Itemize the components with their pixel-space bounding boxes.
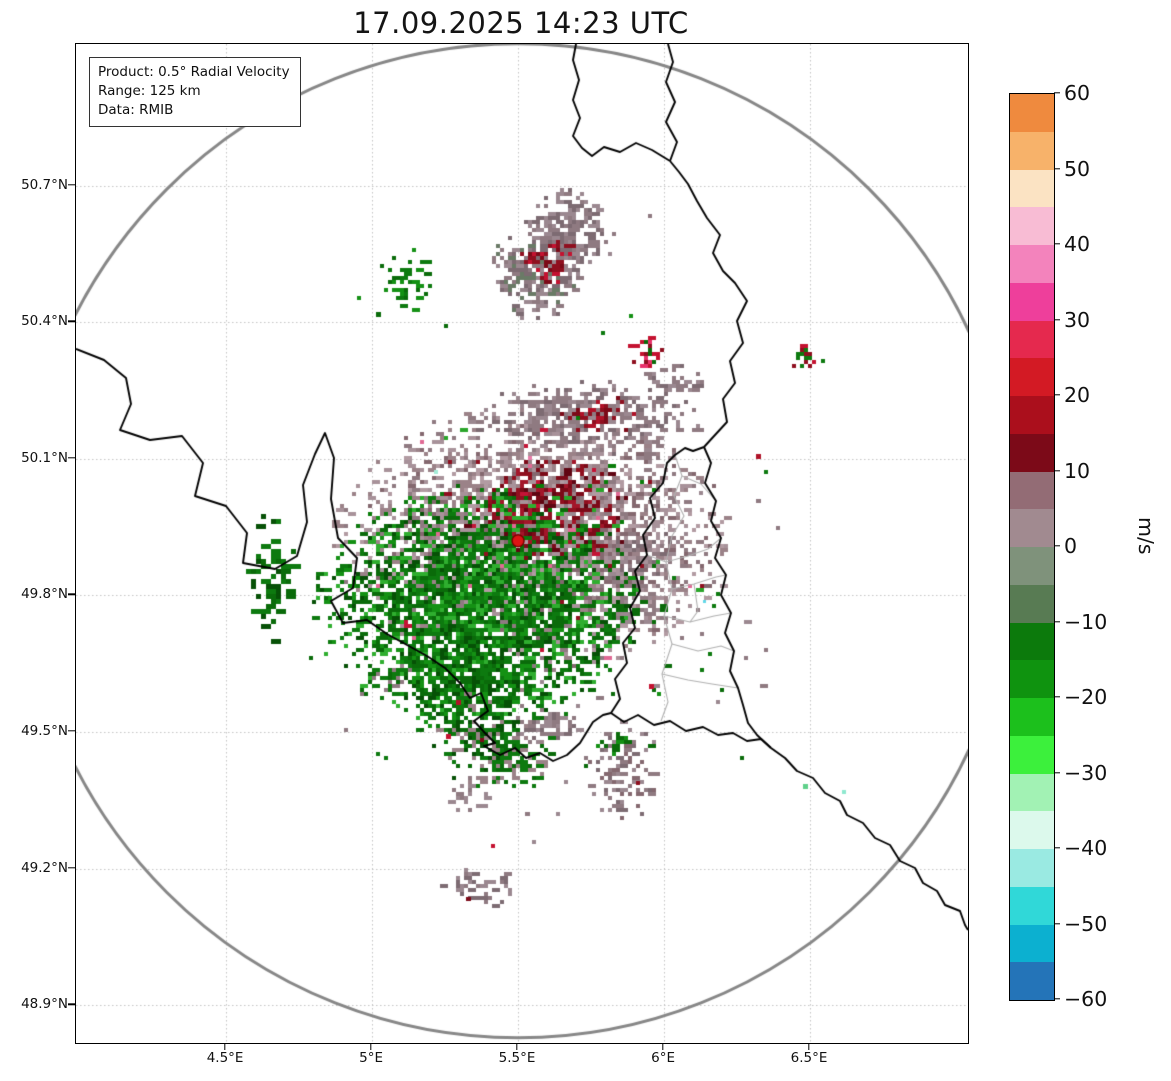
colorbar-tick-mark [1054,771,1060,774]
colorbar-segment [1010,358,1054,396]
x-tick-label: 6°E [651,1050,675,1066]
colorbar-segment [1010,735,1054,774]
y-tick-label: 48.9°N [21,996,68,1013]
colorbar-tick-mark [1054,167,1060,170]
y-tick-mark [68,183,75,186]
x-tick-mark [224,1043,226,1050]
y-tick-mark [68,593,75,596]
colorbar-segment [1010,886,1054,925]
colorbar-tick-label: −50 [1064,911,1108,936]
colorbar [1009,93,1055,1001]
colorbar-segment [1010,282,1054,321]
colorbar-segment [1010,396,1054,434]
y-tick-label: 50.7°N [21,176,68,193]
colorbar-tick-label: −60 [1064,987,1108,1011]
x-tick-label: 5.5°E [498,1050,536,1066]
y-tick-label: 49.2°N [21,859,68,876]
colorbar-segment [1010,169,1054,208]
colorbar-tick-label: 0 [1064,534,1078,558]
y-tick-mark [68,457,75,459]
colorbar-segment [1010,849,1054,887]
colorbar-units-label: m/s [1134,517,1158,555]
colorbar-tick-label: 50 [1064,156,1091,181]
colorbar-tick-mark [1054,545,1060,547]
colorbar-tick-mark [1054,696,1060,698]
colorbar-segment [1010,433,1054,472]
x-tick-label: 6.5°E [790,1050,828,1066]
colorbar-segment [1010,924,1054,963]
colorbar-tick-mark [1054,620,1060,623]
plot-area: Product: 0.5° Radial Velocity Range: 125… [75,43,969,1044]
colorbar-segment [1010,320,1054,359]
range-info-line: Range: 125 km [98,82,201,99]
colorbar-tick-mark [1054,847,1060,849]
x-tick-mark [808,1043,810,1050]
colorbar-tick-mark [1054,394,1060,396]
colorbar-tick-label: −30 [1064,760,1108,785]
y-tick-label: 49.8°N [21,586,68,603]
colorbar-segment [1010,131,1054,170]
colorbar-tick-mark [1054,92,1060,94]
colorbar-tick-label: 20 [1064,383,1091,407]
colorbar-tick-mark [1054,243,1060,245]
colorbar-tick-mark [1054,922,1060,925]
colorbar-segment [1010,207,1054,245]
y-tick-label: 50.1°N [21,449,68,466]
y-tick-mark [68,866,75,869]
colorbar-tick-label: −10 [1064,609,1108,634]
x-tick-label: 5°E [359,1050,383,1066]
colorbar-tick-mark [1054,469,1060,472]
colorbar-tick-label: 10 [1064,458,1091,483]
y-tick-mark [68,1003,75,1005]
colorbar-segment [1010,471,1054,510]
product-info-line: Product: 0.5° Radial Velocity [98,64,290,80]
x-tick-mark [516,1043,518,1050]
colorbar-segment [1010,509,1054,547]
colorbar-tick-label: 40 [1064,232,1091,256]
x-tick-mark [370,1043,372,1050]
x-tick-label: 4.5°E [206,1050,244,1066]
colorbar-segment [1010,660,1054,698]
colorbar-segment [1010,94,1054,132]
colorbar-segment [1010,245,1054,283]
colorbar-tick-label: −40 [1064,836,1108,860]
colorbar-segment [1010,584,1054,623]
colorbar-tick-mark [1054,998,1060,1000]
colorbar-segment [1010,773,1054,812]
product-info-box: Product: 0.5° Radial Velocity Range: 125… [89,57,301,127]
y-tick-label: 49.5°N [21,723,68,739]
colorbar-tick-label: −20 [1064,685,1108,709]
colorbar-segment [1010,547,1054,585]
colorbar-tick-mark [1054,318,1060,321]
colorbar-segment [1010,962,1054,1000]
figure-title: 17.09.2025 14:23 UTC [353,6,689,40]
x-tick-mark [662,1043,664,1050]
y-tick-label: 50.4°N [21,313,68,330]
radar-map-canvas [76,44,968,1043]
colorbar-segment [1010,622,1054,661]
data-source-line: Data: RMIB [98,101,174,118]
colorbar-segment [1010,811,1054,849]
colorbar-tick-label: 30 [1064,307,1091,332]
y-tick-mark [68,320,75,322]
y-tick-mark [68,730,75,732]
colorbar-tick-label: 60 [1064,81,1091,105]
colorbar-segment [1010,698,1054,736]
